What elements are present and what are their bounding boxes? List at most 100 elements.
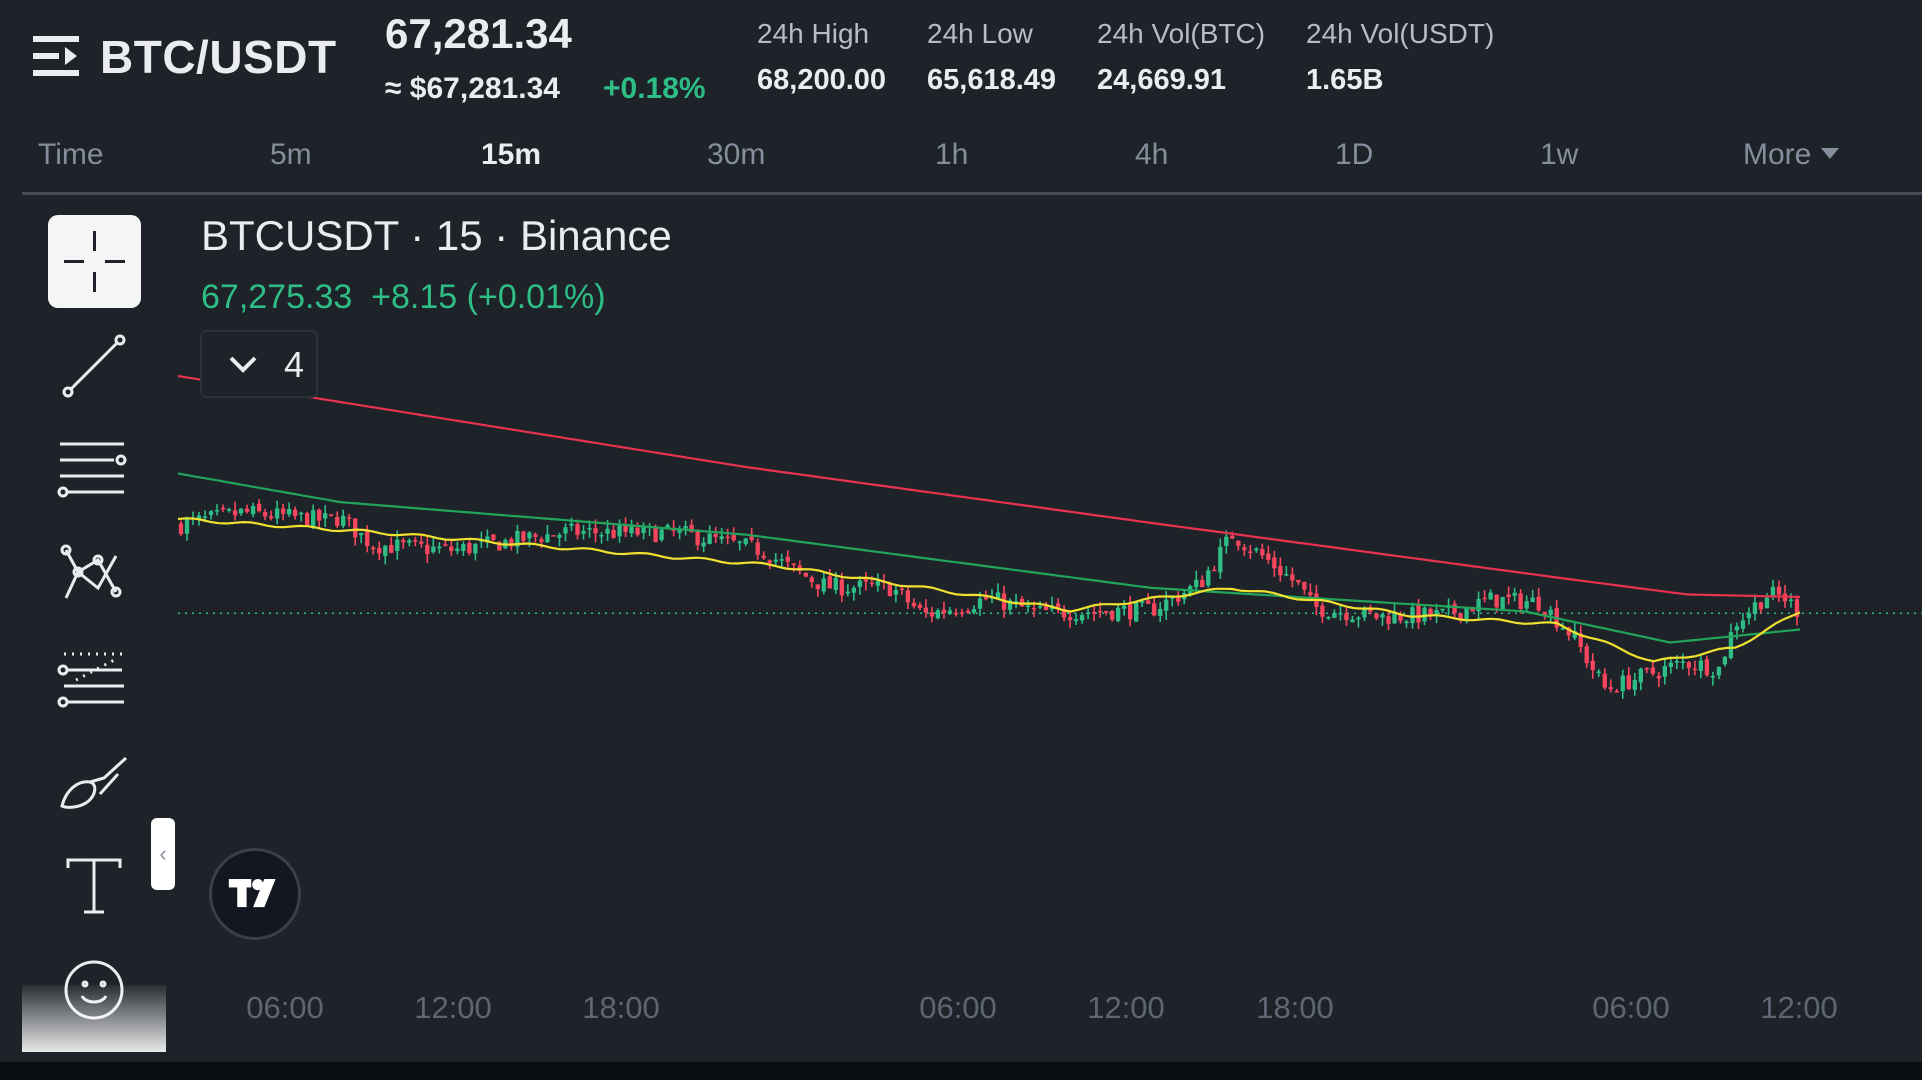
candle-body	[551, 535, 556, 537]
last-price-change: +8.15 (+0.01%)	[371, 278, 606, 316]
tab-time[interactable]: Time	[38, 138, 104, 171]
candle-body	[1025, 605, 1031, 608]
pattern-tool[interactable]	[56, 536, 132, 612]
candle-body	[1692, 668, 1698, 671]
menu-icon[interactable]	[33, 36, 79, 76]
stat-value: 1.65B	[1306, 64, 1384, 96]
trend-line-tool[interactable]	[56, 328, 132, 404]
tab-4h[interactable]: 4h	[1135, 138, 1169, 171]
candle-body	[256, 503, 262, 512]
candle-body	[1794, 599, 1800, 618]
candle-body	[1061, 609, 1067, 618]
candle-body	[815, 584, 820, 590]
candle-body	[935, 610, 941, 619]
candle-body	[1260, 549, 1265, 556]
candle-body	[1704, 659, 1710, 676]
x-axis: 06:00 12:00 18:00 8 06:00 12:00 18:00 9 …	[0, 990, 1922, 1034]
candle-body	[1650, 667, 1655, 674]
candle-body	[280, 508, 286, 514]
candle-body	[953, 612, 959, 615]
candle-body	[1224, 536, 1229, 546]
candle-body	[809, 577, 814, 583]
candle-body	[527, 532, 532, 539]
candle-body	[1476, 598, 1481, 612]
candle-body	[941, 609, 947, 614]
tab-5m[interactable]: 5m	[270, 138, 312, 171]
candle-body	[1158, 609, 1163, 616]
candle-body	[707, 533, 712, 544]
candle-body	[1103, 611, 1109, 613]
candle-body	[1410, 607, 1415, 624]
candle-body	[1073, 619, 1079, 622]
brush-icon	[60, 756, 128, 809]
candle-body	[1734, 626, 1740, 631]
candle-body	[1746, 613, 1752, 619]
candle-body	[1374, 613, 1379, 619]
stat-value: 24,669.91	[1097, 64, 1227, 96]
candle-body	[743, 538, 748, 544]
tradingview-logo[interactable]	[209, 848, 301, 940]
candle-body	[1344, 613, 1349, 621]
indicator-toggle[interactable]: 4	[200, 330, 318, 398]
stat-value: 68,200.00	[757, 64, 887, 96]
candle-body	[220, 507, 226, 510]
tab-1d[interactable]: 1D	[1335, 138, 1374, 171]
candle-body	[821, 578, 826, 592]
pair-symbol[interactable]: BTC/USDT	[100, 31, 337, 83]
candle-body	[617, 525, 622, 537]
x-axis-label: 12:00	[1760, 990, 1838, 1025]
candle-body	[377, 547, 382, 554]
ma-mid-line	[177, 472, 1801, 644]
brush-tool[interactable]	[56, 744, 132, 820]
text-icon	[66, 858, 122, 914]
horizontal-lines-icon	[57, 442, 127, 498]
stat-label: 24h High	[757, 18, 870, 49]
text-tool[interactable]	[56, 848, 132, 924]
candle-body	[515, 531, 520, 547]
candle-body	[659, 529, 664, 541]
chart-last-price: 67,275.33 +8.15 (+0.01%)	[201, 278, 606, 317]
candle-body	[1362, 607, 1367, 618]
tabs-divider	[22, 192, 1922, 195]
horizontal-lines-tool[interactable]	[56, 432, 132, 508]
candle-body	[1662, 665, 1667, 677]
candle-body	[923, 607, 929, 613]
candle-body	[413, 540, 418, 542]
candle-body	[1067, 617, 1073, 621]
tab-15m[interactable]: 15m	[481, 138, 542, 171]
candle-body	[311, 510, 316, 528]
stat-24h-vol-btc: 24h Vol(BTC) 24,669.91	[1097, 18, 1265, 97]
candle-body	[431, 546, 436, 553]
candle-body	[533, 534, 538, 537]
candle-body	[274, 508, 280, 519]
candle-body	[1758, 602, 1764, 610]
tab-1w[interactable]: 1w	[1540, 138, 1579, 171]
tab-more[interactable]: More	[1743, 138, 1840, 172]
candle-body	[1356, 617, 1361, 620]
candle-body	[1680, 661, 1686, 664]
candle-body	[1452, 603, 1457, 614]
candle-body	[1602, 673, 1607, 688]
candle-body	[1512, 592, 1517, 596]
collapse-toolbar-handle[interactable]: ‹	[151, 818, 175, 890]
candle-body	[292, 509, 298, 516]
candle-body	[1698, 660, 1704, 671]
last-price-value: 67,275.33	[201, 278, 353, 316]
candle-body	[719, 536, 724, 540]
candle-body	[869, 582, 875, 585]
candle-body	[1146, 600, 1151, 604]
candle-body	[701, 542, 706, 547]
candle-body	[1200, 579, 1205, 588]
candle-body	[1458, 613, 1463, 619]
tab-1h[interactable]: 1h	[935, 138, 969, 171]
tab-30m[interactable]: 30m	[707, 138, 766, 171]
candle-body	[1398, 614, 1403, 621]
candle-body	[1242, 547, 1247, 551]
fib-levels-tool[interactable]	[56, 640, 132, 716]
x-axis-label: 06:00	[1592, 990, 1670, 1025]
crosshair-button[interactable]	[48, 215, 141, 308]
candle-body	[208, 511, 214, 515]
candle-body	[347, 517, 352, 519]
candle-body	[214, 509, 220, 512]
